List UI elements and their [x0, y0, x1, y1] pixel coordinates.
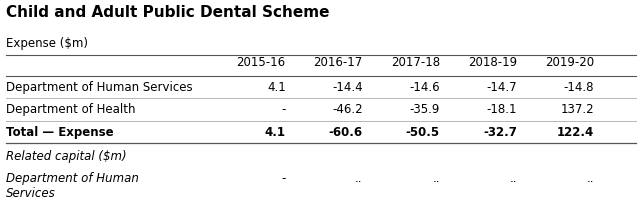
- Text: -35.9: -35.9: [410, 103, 440, 116]
- Text: -14.7: -14.7: [486, 81, 517, 94]
- Text: Related capital ($m): Related capital ($m): [6, 150, 127, 163]
- Text: -: -: [281, 172, 286, 185]
- Text: 2016-17: 2016-17: [313, 56, 363, 69]
- Text: 137.2: 137.2: [560, 103, 594, 116]
- Text: -50.5: -50.5: [406, 126, 440, 139]
- Text: 2015-16: 2015-16: [236, 56, 286, 69]
- Text: -18.1: -18.1: [486, 103, 517, 116]
- Text: ..: ..: [509, 172, 517, 185]
- Text: 2018-19: 2018-19: [467, 56, 517, 69]
- Text: Child and Adult Public Dental Scheme: Child and Adult Public Dental Scheme: [6, 5, 330, 20]
- Text: ..: ..: [586, 172, 594, 185]
- Text: Department of Health: Department of Health: [6, 103, 136, 116]
- Text: Total — Expense: Total — Expense: [6, 126, 114, 139]
- Text: -32.7: -32.7: [483, 126, 517, 139]
- Text: ..: ..: [432, 172, 440, 185]
- Text: 2019-20: 2019-20: [544, 56, 594, 69]
- Text: ..: ..: [355, 172, 363, 185]
- Text: -14.6: -14.6: [409, 81, 440, 94]
- Text: -46.2: -46.2: [332, 103, 363, 116]
- Text: -60.6: -60.6: [329, 126, 363, 139]
- Text: -14.8: -14.8: [563, 81, 594, 94]
- Text: -: -: [281, 103, 286, 116]
- Text: 2017-18: 2017-18: [390, 56, 440, 69]
- Text: Expense ($m): Expense ($m): [6, 37, 89, 50]
- Text: Department of Human Services: Department of Human Services: [6, 81, 193, 94]
- Text: -14.4: -14.4: [332, 81, 363, 94]
- Text: 122.4: 122.4: [557, 126, 594, 139]
- Text: 4.1: 4.1: [267, 81, 286, 94]
- Text: 4.1: 4.1: [265, 126, 286, 139]
- Text: Department of Human
Services: Department of Human Services: [6, 172, 139, 200]
